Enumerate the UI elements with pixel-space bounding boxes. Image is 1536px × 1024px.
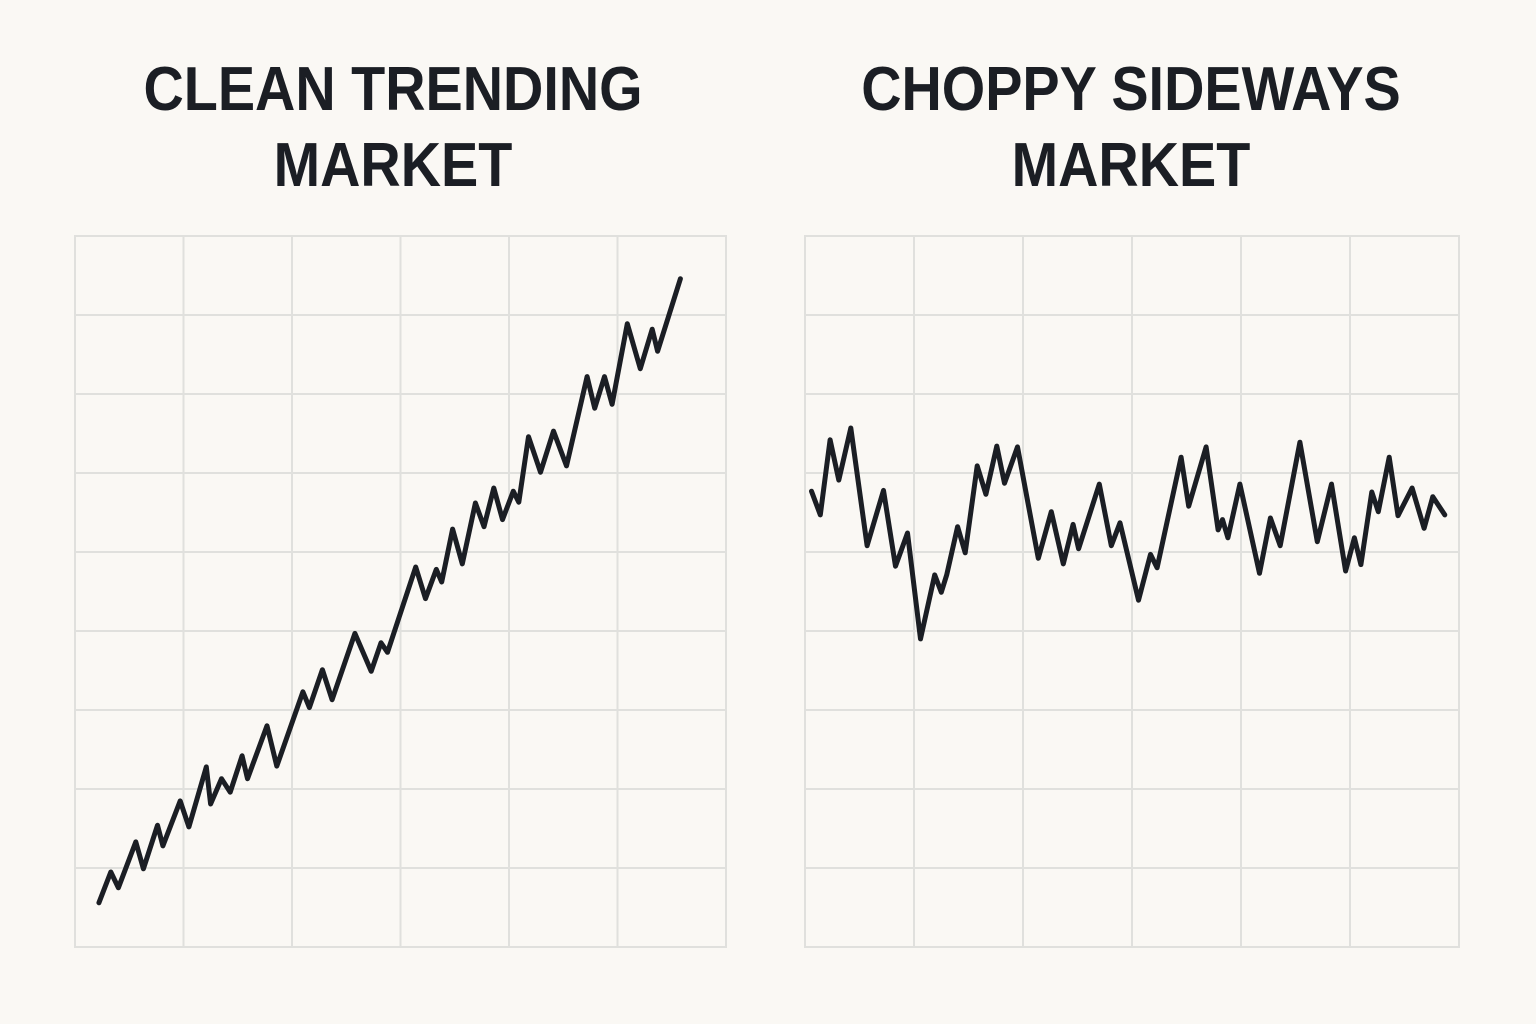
chart-title: CHOPPY SIDEWAYS MARKET (861, 55, 1401, 200)
chart-title: CLEAN TRENDING MARKET (143, 55, 643, 200)
price-line (96, 276, 683, 906)
price-line (809, 425, 1448, 642)
